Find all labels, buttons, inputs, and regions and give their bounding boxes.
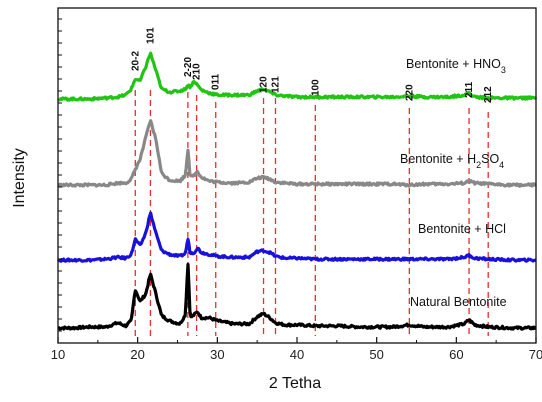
peak-label: 011 bbox=[211, 73, 222, 90]
peak-label: 2-20 bbox=[183, 57, 194, 77]
peak-label: 100 bbox=[310, 79, 321, 96]
x-tick-label: 50 bbox=[369, 347, 383, 362]
x-tick-label: 70 bbox=[529, 347, 542, 362]
series-label: Bentonite + HCl bbox=[418, 222, 506, 236]
x-axis-title: 2 Tetha bbox=[269, 375, 321, 392]
peak-label: 212 bbox=[483, 86, 494, 103]
x-tick-label: 10 bbox=[51, 347, 65, 362]
peak-reference-lines bbox=[134, 90, 489, 336]
series-label: Natural Bentonite bbox=[410, 295, 507, 309]
y-axis-title: Intensity bbox=[11, 148, 28, 208]
series-layer bbox=[56, 51, 538, 331]
peak-label: 121 bbox=[270, 76, 281, 93]
peak-label: 210 bbox=[192, 63, 203, 80]
x-tick-label: 40 bbox=[290, 347, 304, 362]
x-tick-label: 60 bbox=[449, 347, 463, 362]
axes: 10 20 30 40 50 60 70 bbox=[51, 7, 542, 362]
peak-label: 101 bbox=[145, 27, 156, 44]
peak-label: 211 bbox=[464, 81, 475, 98]
peak-label: 220 bbox=[404, 84, 415, 101]
series-line bbox=[57, 119, 537, 188]
series-line bbox=[57, 262, 537, 331]
series-line bbox=[56, 211, 537, 263]
labels: Natural Bentonite Bentonite + HCl Bentonit… bbox=[130, 27, 506, 309]
x-tick-label: 20 bbox=[130, 347, 144, 362]
series-label: Bentonite + HNO3 bbox=[406, 57, 506, 75]
peak-label: 20-2 bbox=[130, 51, 141, 71]
x-tick-label: 30 bbox=[210, 347, 224, 362]
peak-label: 120 bbox=[259, 76, 270, 93]
series-line bbox=[57, 51, 538, 102]
